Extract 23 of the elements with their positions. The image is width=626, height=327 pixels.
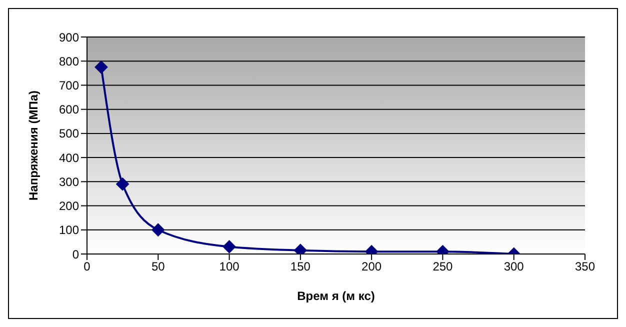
point [152, 223, 165, 236]
point [94, 60, 108, 74]
y-tick-label: 200 [58, 199, 80, 214]
y-tick-label: 400 [58, 150, 80, 165]
y-tick-label: 600 [58, 102, 80, 117]
y-tick-label: 800 [58, 54, 80, 68]
x-tick-label: 200 [362, 260, 382, 274]
y-tick-label: 900 [58, 30, 80, 44]
x-tick-label: 350 [574, 260, 596, 274]
point [116, 178, 130, 191]
x-tick-label: 50 [151, 260, 166, 274]
x-tick-label: 250 [432, 260, 454, 274]
y-tick-label: 500 [58, 126, 80, 141]
x-tick-label: 150 [290, 260, 311, 274]
x-tick-label: 0 [84, 260, 91, 274]
y-tick-label: 100 [58, 223, 80, 238]
y-tick-label: 700 [58, 78, 80, 92]
x-axis-title: Врем я (м кс) [297, 289, 375, 303]
x-tick-label: 100 [219, 260, 240, 274]
y-tick-label: 300 [58, 174, 80, 189]
y-axis-title: Напряжения (МПа) [26, 90, 40, 201]
y-tick-label: 0 [72, 247, 80, 262]
x-tick-label: 300 [504, 260, 524, 274]
